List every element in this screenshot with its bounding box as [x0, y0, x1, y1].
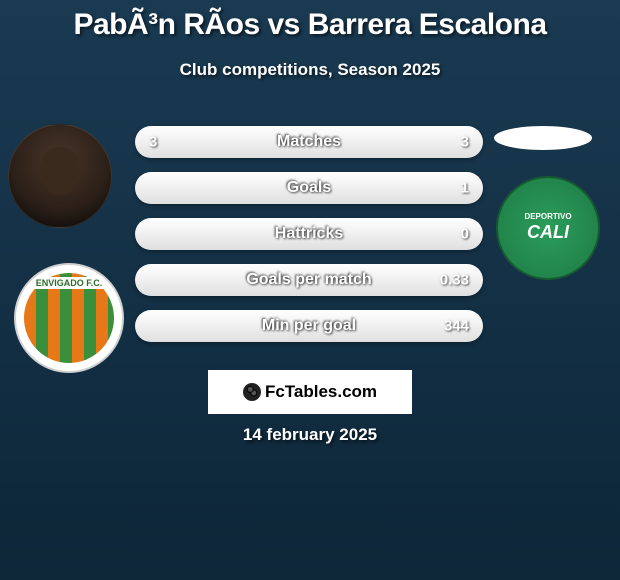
club-badge-left	[14, 263, 124, 373]
stat-row-goals-per-match: Goals per match 0.33	[135, 264, 483, 296]
stat-label: Min per goal	[262, 317, 356, 335]
stat-value-right: 3	[461, 134, 469, 151]
attribution-text: FcTables.com	[265, 382, 377, 402]
comparison-area: DEPORTIVO CALI 3 Matches 3 Goals 1 Hattr…	[0, 118, 620, 378]
stat-label: Matches	[277, 133, 341, 151]
stat-value-right: 1	[461, 180, 469, 197]
page-subtitle: Club competitions, Season 2025	[0, 60, 620, 80]
club-badge-right-main: CALI	[527, 222, 569, 243]
page-title: PabÃ³n RÃ­os vs Barrera Escalona	[0, 0, 620, 42]
stats-list: 3 Matches 3 Goals 1 Hattricks 0 Goals pe…	[135, 126, 483, 356]
player-avatar-left	[8, 124, 112, 228]
attribution-badge: FcTables.com	[208, 370, 412, 414]
stat-row-min-per-goal: Min per goal 344	[135, 310, 483, 342]
stat-row-matches: 3 Matches 3	[135, 126, 483, 158]
stat-label: Goals per match	[246, 271, 371, 289]
stat-row-hattricks: Hattricks 0	[135, 218, 483, 250]
date-text: 14 february 2025	[243, 425, 377, 445]
soccer-ball-icon	[243, 383, 261, 401]
player-avatar-right-placeholder	[494, 126, 592, 150]
stat-value-left: 3	[149, 134, 157, 151]
club-badge-right-top: DEPORTIVO	[524, 213, 571, 222]
stat-value-right: 344	[444, 318, 469, 335]
stat-value-right: 0	[461, 226, 469, 243]
stat-value-right: 0.33	[440, 272, 469, 289]
stat-row-goals: Goals 1	[135, 172, 483, 204]
stat-label: Hattricks	[275, 225, 343, 243]
club-badge-right: DEPORTIVO CALI	[496, 176, 600, 280]
stat-label: Goals	[287, 179, 331, 197]
